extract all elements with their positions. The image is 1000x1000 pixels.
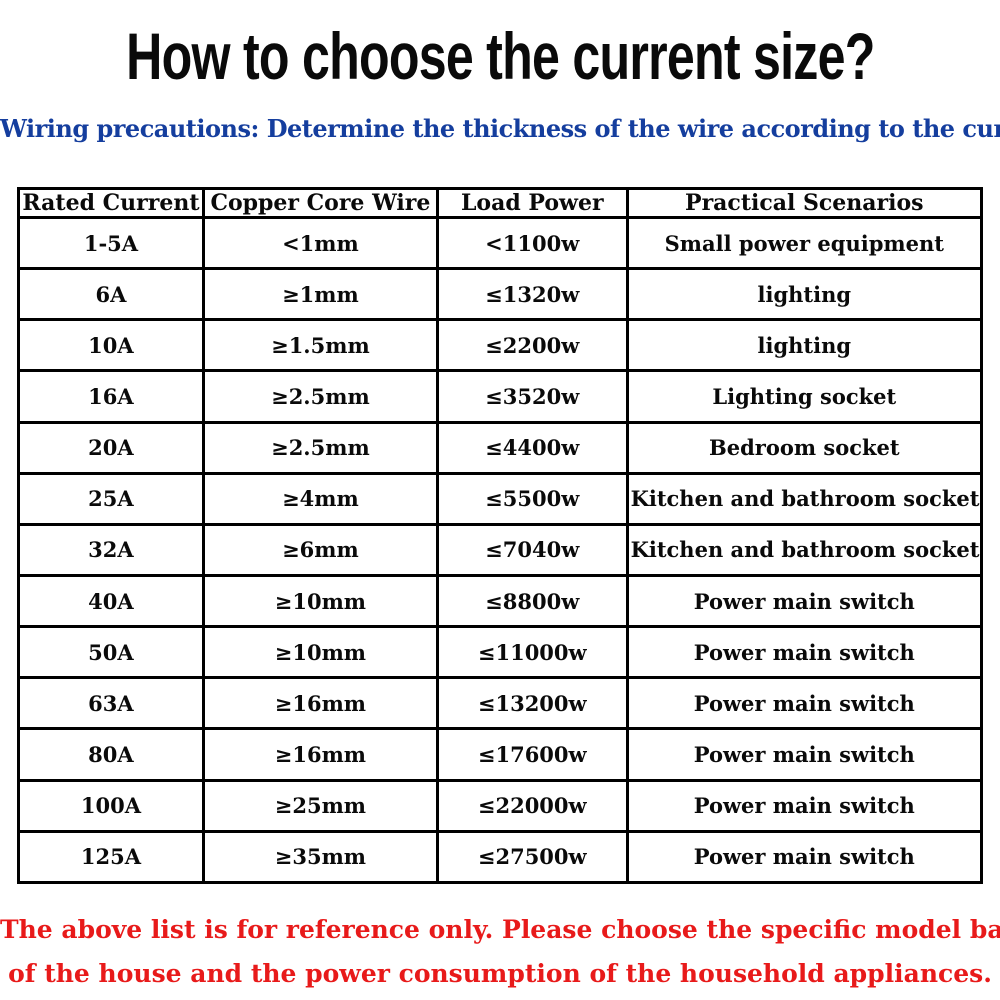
header-practical-scenarios: Practical Scenarios [625, 187, 984, 219]
cell-rated-current: 63A [17, 676, 205, 731]
cell-copper-core-wire: ≥2.5mm [201, 369, 439, 424]
cell-practical-scenarios: Lighting socket [625, 369, 984, 424]
cell-load-power: ≤2200w [435, 318, 629, 373]
header-copper-core-wire: Copper Core Wire [201, 187, 439, 219]
cell-practical-scenarios: lighting [625, 318, 984, 373]
cell-copper-core-wire: ≥16mm [201, 727, 439, 782]
cell-rated-current: 32A [17, 522, 205, 577]
cell-copper-core-wire: ≥35mm [201, 829, 439, 885]
table-row: 6A ≥1mm ≤1320w lighting [17, 267, 984, 322]
table-row: 10A ≥1.5mm ≤2200w lighting [17, 318, 984, 373]
cell-copper-core-wire: ≥4mm [201, 471, 439, 526]
cell-load-power: ≤7040w [435, 522, 629, 577]
wire-size-infographic: How to choose the current size? Wiring p… [0, 20, 1000, 1000]
cell-practical-scenarios: lighting [625, 267, 984, 322]
disclaimer: The above list is for reference only. Pl… [0, 908, 1000, 996]
cell-copper-core-wire: ≥25mm [201, 778, 439, 833]
cell-practical-scenarios: Power main switch [625, 676, 984, 731]
cell-practical-scenarios: Power main switch [625, 625, 984, 680]
table-row: 20A ≥2.5mm ≤4400w Bedroom socket [17, 420, 984, 475]
cell-copper-core-wire: ≥2.5mm [201, 420, 439, 475]
cell-practical-scenarios: Small power equipment [625, 215, 984, 271]
cell-copper-core-wire: ≥10mm [201, 573, 439, 629]
cell-rated-current: 40A [17, 573, 205, 629]
cell-copper-core-wire: ≥16mm [201, 676, 439, 731]
cell-rated-current: 80A [17, 727, 205, 782]
cell-load-power: ≤22000w [435, 778, 629, 833]
table-row: 25A ≥4mm ≤5500w Kitchen and bathroom soc… [17, 471, 984, 526]
subtitle: Wiring precautions: Determine the thickn… [0, 114, 1000, 143]
cell-load-power: ≤27500w [435, 829, 629, 885]
cell-load-power: ≤1320w [435, 267, 629, 322]
cell-rated-current: 50A [17, 625, 205, 680]
table-row: 63A ≥16mm ≤13200w Power main switch [17, 676, 984, 731]
cell-practical-scenarios: Power main switch [625, 778, 984, 833]
cell-rated-current: 6A [17, 267, 205, 322]
table-row: 50A ≥10mm ≤11000w Power main switch [17, 625, 984, 680]
cell-practical-scenarios: Kitchen and bathroom sockets [625, 471, 984, 526]
cell-rated-current: 10A [17, 318, 205, 373]
cell-copper-core-wire: ≥10mm [201, 625, 439, 680]
cell-practical-scenarios: Kitchen and bathroom sockets [625, 522, 984, 577]
header-rated-current: Rated Current [17, 187, 205, 219]
cell-load-power: ≤5500w [435, 471, 629, 526]
cell-load-power: ≤17600w [435, 727, 629, 782]
table-row: 1-5A <1mm <1100w Small power equipment [17, 215, 984, 271]
cell-load-power: ≤8800w [435, 573, 629, 629]
cell-copper-core-wire: ≥1mm [201, 267, 439, 322]
table-row: 40A ≥10mm ≤8800w Power main switch [17, 573, 984, 629]
table-row: 16A ≥2.5mm ≤3520w Lighting socket [17, 369, 984, 424]
cell-load-power: <1100w [435, 215, 629, 271]
cell-load-power: ≤3520w [435, 369, 629, 424]
cell-rated-current: 1-5A [17, 215, 205, 271]
cell-rated-current: 100A [17, 778, 205, 833]
cell-load-power: ≤13200w [435, 676, 629, 731]
page-title: How to choose the current size? [125, 19, 875, 93]
cell-copper-core-wire: ≥1.5mm [201, 318, 439, 373]
cell-rated-current: 20A [17, 420, 205, 475]
cell-rated-current: 16A [17, 369, 205, 424]
current-size-table: Rated Current Copper Core Wire Load Powe… [17, 187, 984, 885]
table-row: 125A ≥35mm ≤27500w Power main switch [17, 829, 984, 885]
cell-practical-scenarios: Power main switch [625, 727, 984, 782]
table-row: 32A ≥6mm ≤7040w Kitchen and bathroom soc… [17, 522, 984, 577]
cell-load-power: ≤4400w [435, 420, 629, 475]
cell-rated-current: 125A [17, 829, 205, 885]
cell-copper-core-wire: <1mm [201, 215, 439, 271]
title-row: How to choose the current size? [0, 20, 1000, 96]
disclaimer-line-2: of the house and the power consumption o… [8, 958, 992, 988]
table-row: 80A ≥16mm ≤17600w Power main switch [17, 727, 984, 782]
disclaimer-line-1: The above list is for reference only. Pl… [0, 915, 1000, 944]
cell-load-power: ≤11000w [435, 625, 629, 680]
cell-rated-current: 25A [17, 471, 205, 526]
cell-practical-scenarios: Power main switch [625, 829, 984, 885]
header-load-power: Load Power [435, 187, 629, 219]
cell-practical-scenarios: Power main switch [625, 573, 984, 629]
table-header-row: Rated Current Copper Core Wire Load Powe… [17, 187, 984, 219]
table-row: 100A ≥25mm ≤22000w Power main switch [17, 778, 984, 833]
cell-copper-core-wire: ≥6mm [201, 522, 439, 577]
cell-practical-scenarios: Bedroom socket [625, 420, 984, 475]
